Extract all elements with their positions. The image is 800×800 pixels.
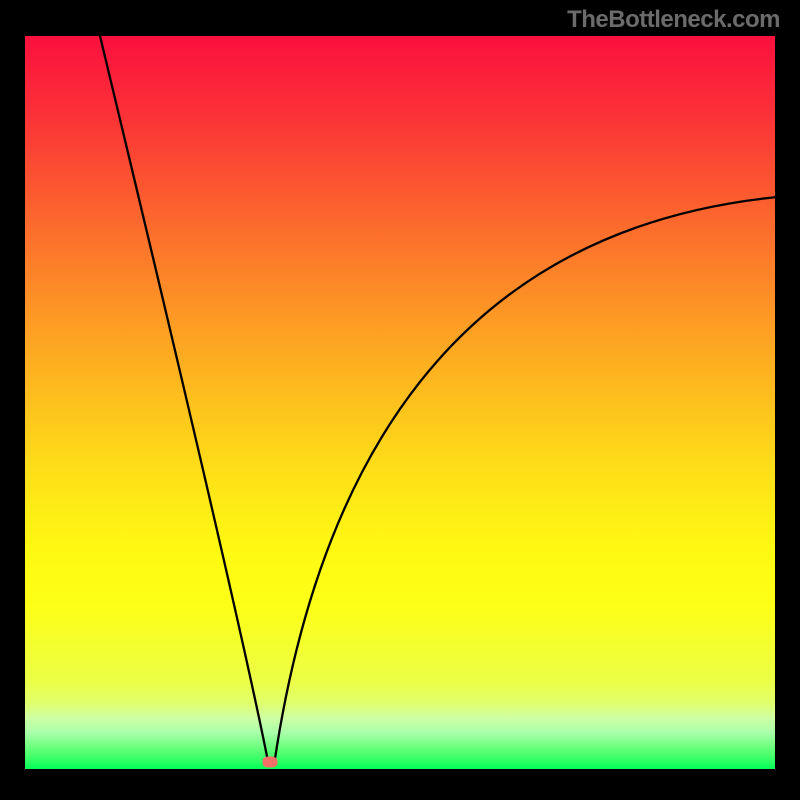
- gradient-background: [25, 36, 775, 769]
- plot-area: [25, 36, 775, 769]
- watermark-text: TheBottleneck.com: [567, 6, 780, 34]
- outer-frame: TheBottleneck.com: [0, 0, 800, 800]
- optimum-marker: [263, 757, 278, 768]
